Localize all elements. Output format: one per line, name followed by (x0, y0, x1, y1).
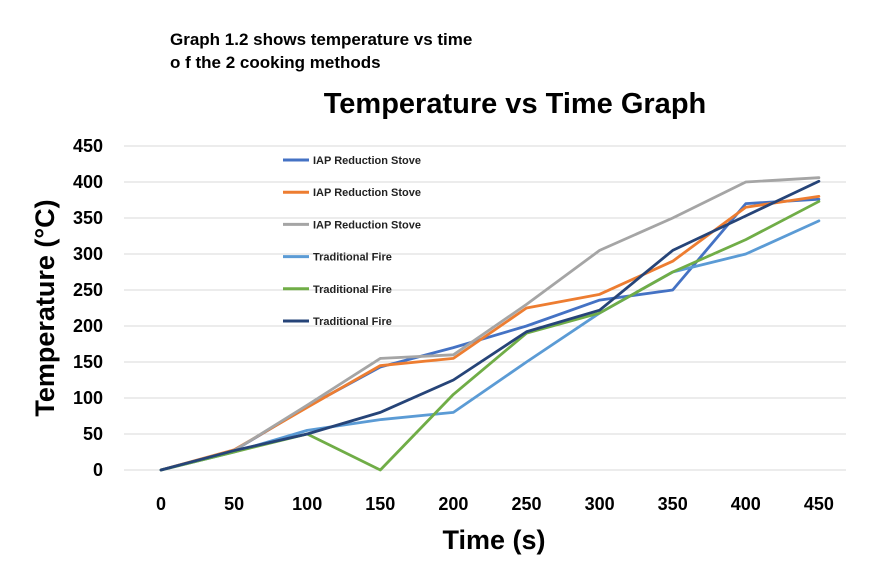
x-tick-label: 0 (156, 494, 166, 514)
legend-label: Traditional Fire (313, 284, 392, 296)
legend-label: IAP Reduction Stove (313, 155, 421, 167)
caption-line-2: o f the 2 cooking methods (170, 53, 381, 72)
x-tick-label: 450 (804, 494, 834, 514)
legend-entry: IAP Reduction Stove (283, 187, 421, 199)
y-axis-label: Temperature (°C) (30, 199, 60, 416)
legend-label: Traditional Fire (313, 316, 392, 328)
figure-caption: Graph 1.2 shows temperature vs time o f … (170, 28, 472, 74)
y-tick-label: 350 (73, 208, 103, 228)
legend-label: IAP Reduction Stove (313, 219, 421, 231)
x-tick-label: 200 (438, 494, 468, 514)
chart-title: Temperature vs Time Graph (324, 88, 707, 120)
x-tick-label: 250 (511, 494, 541, 514)
x-tick-label: 50 (224, 494, 244, 514)
legend: IAP Reduction Stove IAP Reduction Stove IA… (283, 155, 421, 328)
y-tick-label: 300 (73, 244, 103, 264)
y-tick-label: 400 (73, 172, 103, 192)
caption-line-1: Graph 1.2 shows temperature vs time (170, 30, 473, 49)
legend-label: Traditional Fire (313, 252, 392, 264)
series-line-3 (159, 176, 821, 472)
legend-entry: Traditional Fire (283, 316, 392, 328)
x-axis-label: Time (s) (442, 525, 545, 555)
legend-entry: IAP Reduction Stove (283, 219, 421, 231)
x-tick-label: 300 (585, 494, 615, 514)
x-axis-ticks: 0 50 100 150 200 250 300 350 400 450 (156, 494, 834, 514)
y-tick-label: 450 (73, 136, 103, 156)
y-axis-ticks: 0 50 100 150 200 250 300 350 400 450 (73, 136, 103, 480)
y-tick-label: 0 (93, 460, 103, 480)
series-line-4 (159, 219, 821, 472)
legend-entry: Traditional Fire (283, 284, 392, 296)
gridlines (124, 145, 846, 471)
series-line-6 (159, 179, 821, 472)
series-line-2 (159, 194, 821, 472)
y-tick-label: 100 (73, 388, 103, 408)
legend-entry: IAP Reduction Stove (283, 155, 421, 167)
legend-entry: Traditional Fire (283, 252, 392, 264)
x-tick-label: 350 (658, 494, 688, 514)
y-tick-label: 50 (83, 424, 103, 444)
series-lines (159, 176, 821, 472)
y-tick-label: 250 (73, 280, 103, 300)
x-tick-label: 100 (292, 494, 322, 514)
x-tick-label: 150 (365, 494, 395, 514)
y-tick-label: 150 (73, 352, 103, 372)
y-tick-label: 200 (73, 316, 103, 336)
x-tick-label: 400 (731, 494, 761, 514)
legend-label: IAP Reduction Stove (313, 187, 421, 199)
